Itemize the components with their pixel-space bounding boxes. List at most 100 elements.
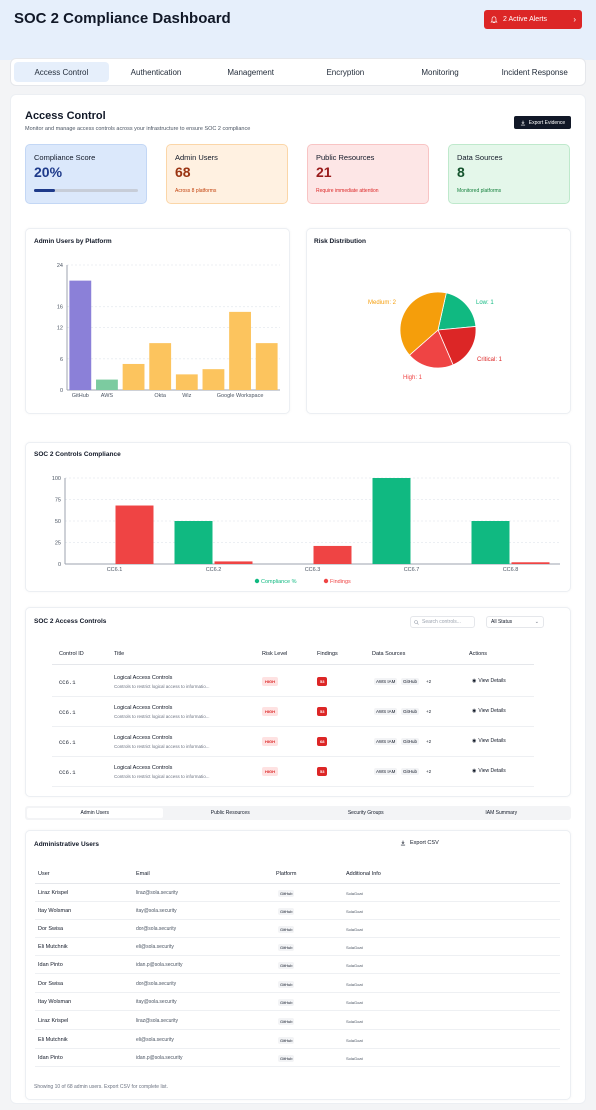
x-tick-label: GitHub: [72, 393, 89, 399]
user-row[interactable]: Itay Wolsman itay@sola.security GitHub Sola…: [35, 902, 560, 920]
card-note: Across 8 platforms: [175, 188, 217, 194]
data-sources-card: Data Sources 8 Monitored platforms: [448, 144, 570, 204]
tab-encryption[interactable]: Encryption: [326, 67, 365, 77]
page-title: SOC 2 Compliance Dashboard: [14, 10, 231, 27]
user-name: Dor Swisa: [38, 926, 64, 932]
findings-badge: 68: [317, 737, 328, 746]
source-tag: GitHub: [401, 738, 420, 745]
controls-compliance-chart: 100 75 50 25 0 CC6.1 CC6.2 CC6.3 CC6.7 CC6.8 Compl…: [52, 476, 560, 585]
control-id: CC6.1: [59, 739, 76, 746]
y-tick-label: 75: [55, 498, 61, 504]
platform-tag: GitHub: [278, 1037, 295, 1044]
col-user: User: [38, 871, 50, 877]
users-table-footer: Showing 10 of 68 admin users. Export CSV…: [34, 1084, 168, 1090]
bar: [229, 311, 251, 390]
table-row[interactable]: CC6.1 Logical Access Controls Controls t…: [52, 697, 534, 727]
admin-users-panel: [25, 830, 571, 1100]
col-platform: Platform: [276, 871, 297, 877]
search-input[interactable]: Search controls...: [410, 616, 475, 628]
tab-authentication[interactable]: Authentication: [130, 67, 182, 77]
col-data-sources: Data Sources: [372, 651, 406, 657]
user-row[interactable]: Idan Pinto idan.p@sola.security GitHub Sola…: [35, 1049, 560, 1067]
control-title: Logical Access Controls: [114, 735, 173, 741]
card-label: Admin Users: [175, 153, 218, 162]
subtab-security-groups[interactable]: Security Groups: [347, 810, 384, 816]
user-name: Idan Pinto: [38, 962, 63, 968]
risk-badge: HIGH: [262, 707, 278, 716]
view-details-label: View Details: [478, 738, 506, 744]
user-row[interactable]: Dor Swisa dor@sola.security GitHub SolaGoat: [35, 975, 560, 993]
user-name: Itay Wolsman: [38, 999, 72, 1005]
alert-label: 2 Active Alerts: [503, 16, 547, 23]
tab-incident-response[interactable]: Incident Response: [501, 67, 568, 77]
platform-tag: GitHub: [278, 962, 295, 969]
table-row[interactable]: CC6.1 Logical Access Controls Controls t…: [52, 727, 534, 757]
table-row[interactable]: CC6.1 Logical Access Controls Controls t…: [52, 757, 534, 787]
findings-badge: 53: [317, 767, 328, 776]
additional-info: SolaGoat: [346, 963, 363, 968]
view-details-button[interactable]: ◉ View Details: [472, 768, 506, 774]
y-tick-label: 100: [52, 476, 61, 482]
control-id: CC6.1: [59, 709, 76, 716]
card-label: Public Resources: [316, 153, 375, 162]
controls-table-title: SOC 2 Access Controls: [34, 618, 107, 625]
user-row[interactable]: Liraz Krispel liraz@sola.security GitHub So…: [35, 884, 560, 902]
compliance-score-card: Compliance Score 20%: [25, 144, 147, 204]
user-name: Idan Pinto: [38, 1055, 63, 1061]
user-row[interactable]: Idan Pinto idan.p@sola.security GitHub Sola…: [35, 956, 560, 974]
compliance-progress-bar: [34, 189, 138, 192]
main-tabs: Access Control Authentication Management…: [10, 58, 586, 86]
top-header: [0, 0, 596, 60]
additional-info: SolaGoat: [346, 1056, 363, 1061]
admin-users-bar-chart: 24 16 12 6 0 GitHub AWS Okta Wiz Google Workspace: [57, 263, 280, 399]
col-risk-level: Risk Level: [262, 651, 288, 657]
subtab-iam-summary[interactable]: IAM Summary: [485, 810, 518, 816]
bar: [511, 562, 550, 564]
user-email: liraz@sola.security: [136, 890, 179, 896]
view-details-label: View Details: [478, 678, 506, 684]
tab-management[interactable]: Management: [227, 67, 275, 77]
view-details-button[interactable]: ◉ View Details: [472, 738, 506, 744]
x-tick-label: Okta: [154, 393, 167, 399]
x-tick-label: Wiz: [182, 393, 191, 399]
table-row[interactable]: CC6.1 Logical Access Controls Controls t…: [52, 667, 534, 697]
user-name: Eli Mutchnik: [38, 1037, 68, 1043]
user-email: eli@sola.security: [136, 944, 174, 950]
bar: [96, 379, 118, 390]
source-tag: AWS IAM: [374, 678, 398, 685]
user-row[interactable]: Itay Wolsman itay@sola.security GitHub Sola…: [35, 993, 560, 1011]
x-tick-label: CC6.3: [305, 567, 321, 573]
tab-monitoring[interactable]: Monitoring: [421, 67, 459, 77]
additional-info: SolaGoat: [346, 982, 363, 987]
col-findings: Findings: [317, 651, 338, 657]
view-details-button[interactable]: ◉ View Details: [472, 708, 506, 714]
y-tick-label: 0: [58, 562, 61, 568]
export-csv-button[interactable]: Export CSV: [400, 840, 439, 846]
subtab-public-resources[interactable]: Public Resources: [210, 810, 250, 816]
user-name: Dor Swisa: [38, 981, 64, 987]
user-row[interactable]: Liraz Krispel liraz@sola.security GitHub So…: [35, 1012, 560, 1030]
status-filter-select[interactable]: All Status ⌄: [486, 616, 544, 628]
bell-icon: [490, 15, 498, 23]
y-tick-label: 12: [57, 326, 63, 332]
user-email: idan.p@sola.security: [136, 962, 183, 968]
user-row[interactable]: Eli Mutchnik eli@sola.security GitHub SolaG…: [35, 938, 560, 956]
findings-badge: 53: [317, 677, 328, 686]
user-name: Liraz Krispel: [38, 1018, 69, 1024]
control-desc: Controls to restrict logical access to i…: [114, 774, 210, 779]
pie-slice: [399, 291, 447, 356]
section-subtitle: Monitor and manage access controls acros…: [25, 126, 251, 132]
user-row[interactable]: Dor Swisa dor@sola.security GitHub SolaGoat: [35, 920, 560, 938]
subtab-admin-users[interactable]: Admin Users: [27, 808, 163, 818]
user-row[interactable]: Eli Mutchnik eli@sola.security GitHub SolaG…: [35, 1031, 560, 1049]
view-details-label: View Details: [478, 768, 506, 774]
x-tick-label: Google Workspace: [217, 393, 264, 399]
active-alerts-button[interactable]: 2 Active Alerts ›: [484, 10, 582, 29]
card-value: 21: [316, 164, 332, 180]
bar: [214, 561, 253, 564]
card-note: Monitored platforms: [457, 188, 502, 194]
view-details-button[interactable]: ◉ View Details: [472, 678, 506, 684]
users-table-title: Administrative Users: [34, 841, 100, 848]
tab-access-control[interactable]: Access Control: [14, 62, 109, 82]
export-evidence-button[interactable]: Export Evidence: [514, 116, 571, 129]
